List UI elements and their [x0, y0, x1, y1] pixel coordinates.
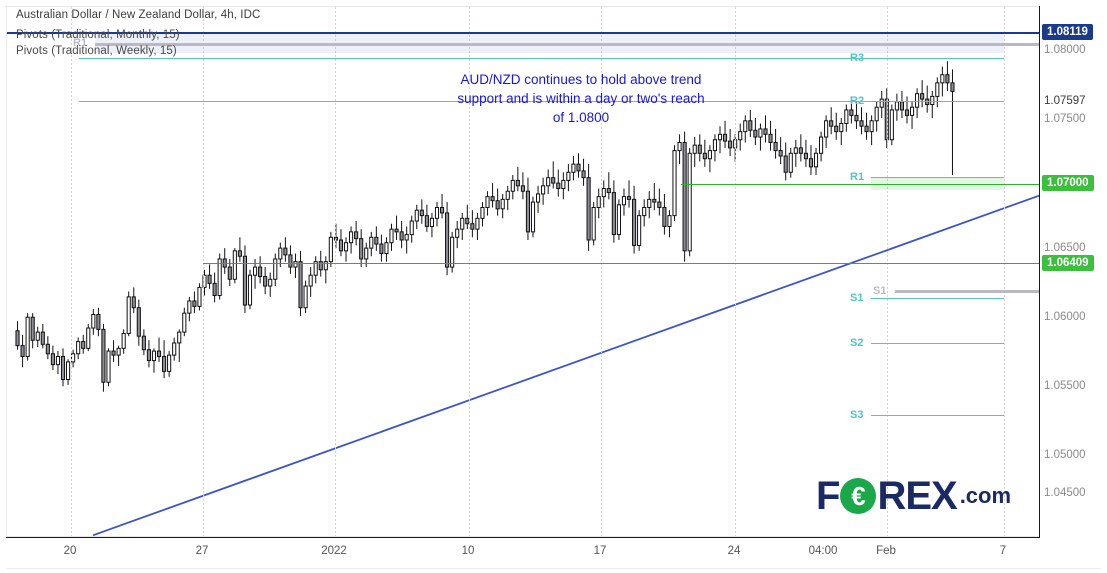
logo-letters-rex: REX [877, 474, 957, 518]
weekly-r3-label: R3 [850, 52, 865, 64]
price-axis[interactable]: 1.08119 1.08000 1.07597 1.07500 1.07000 … [1040, 0, 1107, 537]
gridline-vertical [735, 7, 736, 536]
time-tick-2022: 2022 [321, 545, 347, 557]
weekly-r1-label: R1 [850, 171, 865, 183]
annotation-line-2: support and is within a day or two's rea… [457, 91, 705, 106]
price-label-support: 1.06409 [1042, 255, 1094, 271]
price-tick-1-06000: 1.06000 [1044, 311, 1086, 323]
monthly-r1-gray-line [95, 43, 1039, 46]
weekly-r2-line [79, 101, 1004, 102]
pivots-weekly-legend[interactable]: Pivots (Traditional, Weekly, 15) [16, 45, 177, 57]
price-label-resistance: 1.07000 [1042, 175, 1094, 191]
price-tick-1-05500: 1.05500 [1044, 380, 1086, 392]
monthly-r1-line [7, 32, 1039, 34]
time-tick-20: 20 [63, 545, 77, 557]
weekly-s2-line [871, 343, 1004, 344]
price-tick-1-04500: 1.04500 [1044, 487, 1086, 499]
resistance-level-line [681, 184, 1039, 185]
pivots-monthly-legend[interactable]: Pivots (Traditional, Monthly, 15) [16, 29, 180, 41]
weekly-s1-line [871, 298, 1004, 299]
forex-com-logo: F € REX .com [816, 474, 1011, 518]
price-tick-last: 1.07597 [1044, 95, 1086, 107]
time-tick-17: 17 [593, 545, 607, 557]
price-tick-1-07500: 1.07500 [1044, 113, 1086, 125]
gridline-vertical [601, 7, 602, 536]
annotation-line-3: of 1.0800 [552, 110, 610, 125]
time-tick-0400: 04:00 [808, 545, 838, 557]
price-chart-plot-area[interactable]: R1 R3 R2 R1 S1 S1 S2 S3 [6, 6, 1039, 537]
gridline-vertical [1004, 7, 1005, 536]
price-label-monthly-r1: 1.08119 [1042, 24, 1093, 40]
gridline-vertical [469, 7, 470, 536]
time-axis-divider [6, 537, 1040, 538]
monthly-r1-label: R1 [73, 37, 88, 49]
price-axis-divider [1039, 6, 1040, 537]
weekly-r3-line [79, 58, 1004, 59]
euro-glyph: € [851, 481, 866, 511]
weekly-s2-label: S2 [850, 337, 864, 349]
time-tick-10: 10 [461, 545, 475, 557]
weekly-s3-label: S3 [850, 409, 864, 421]
euro-icon: € [840, 478, 877, 514]
outer-bottom-border [6, 568, 1101, 569]
chart-annotation-text: AUD/NZD continues to hold above trend su… [405, 70, 757, 127]
price-tick-1-06500: 1.06500 [1044, 242, 1086, 254]
weekly-r2-label: R2 [850, 95, 865, 107]
chart-symbol-legend[interactable]: Australian Dollar / New Zealand Dollar, … [16, 9, 261, 21]
logo-letter-f: F [816, 474, 840, 518]
time-tick-27: 27 [195, 545, 209, 557]
time-tick-feb: Feb [876, 545, 896, 557]
time-tick-24: 24 [727, 545, 741, 557]
gridline-vertical [887, 7, 888, 536]
gridline-vertical [71, 7, 72, 536]
gridline-vertical [203, 7, 204, 536]
monthly-s1-line [895, 290, 1039, 293]
weekly-s1-label: S1 [850, 292, 864, 304]
weekly-r1-line [871, 177, 1004, 178]
price-tick-1-05000: 1.05000 [1044, 449, 1086, 461]
weekly-s3-line [871, 415, 1004, 416]
support-level-line [203, 263, 1039, 264]
annotation-line-1: AUD/NZD continues to hold above trend [460, 72, 702, 87]
time-axis-band [6, 538, 1101, 568]
price-tick-1-08000: 1.08000 [1044, 44, 1086, 56]
time-tick-7: 7 [999, 545, 1007, 557]
gridline-vertical [335, 7, 336, 536]
logo-suffix: .com [959, 483, 1012, 508]
monthly-s1-label: S1 [873, 285, 887, 297]
